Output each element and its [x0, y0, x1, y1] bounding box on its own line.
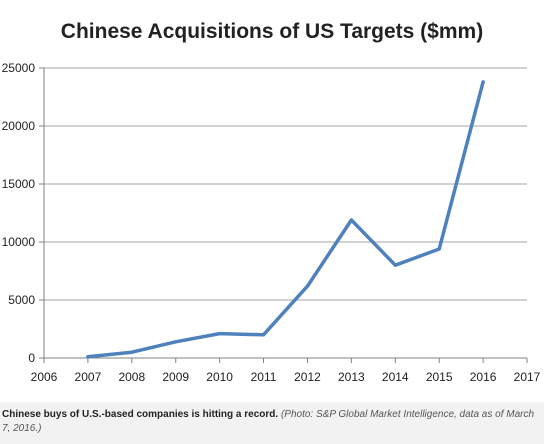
y-tick-label: 25000: [2, 61, 36, 75]
gridlines: [44, 67, 527, 301]
data-point: [218, 332, 222, 336]
line-chart: Chinese Acquisitions of US Targets ($mm)…: [2, 20, 541, 384]
y-tick-label: 20000: [2, 119, 36, 133]
y-tick-label: 0: [28, 351, 35, 365]
y-tick-label: 5000: [8, 293, 35, 307]
caption-credit: (Photo: S&P Global Market Intelligence, …: [2, 409, 535, 434]
chart-title: Chinese Acquisitions of US Targets ($mm): [61, 20, 483, 43]
data-point: [261, 333, 266, 337]
data-point: [349, 218, 353, 222]
x-tick-label: 2017: [514, 370, 541, 384]
series-line-0: [86, 80, 485, 359]
data-point: [437, 247, 441, 251]
x-tick-label: 2006: [31, 370, 58, 384]
series-layer: [86, 80, 485, 359]
data-point: [481, 80, 485, 84]
x-tick-label: 2015: [426, 370, 453, 384]
y-tick-label: 10000: [2, 235, 36, 249]
data-point: [86, 355, 90, 359]
tick-labels: 0 5000 10000 15000 20000 25000 2006 2007 2008 200…: [2, 61, 541, 384]
y-tick-label: 15000: [2, 177, 36, 191]
caption-main: Chinese buys of U.S.-based companies is …: [2, 409, 279, 420]
x-tick-label: 2016: [470, 370, 497, 384]
axes: [39, 67, 528, 363]
x-tick-label: 2007: [75, 370, 102, 384]
x-tick-label: 2009: [162, 370, 189, 384]
x-tick-label: 2013: [338, 370, 365, 384]
data-point: [174, 340, 178, 344]
data-point: [305, 284, 310, 288]
photo-caption: Chinese buys of U.S.-based companies is …: [0, 402, 544, 444]
chart: Chinese Acquisitions of US Targets ($mm)…: [2, 20, 541, 384]
x-tick-label: 2010: [206, 370, 233, 384]
x-tick-label: 2012: [294, 370, 321, 384]
x-tick-label: 2008: [118, 370, 145, 384]
x-tick-label: 2014: [382, 370, 409, 384]
data-point: [393, 263, 397, 267]
x-tick-label: 2011: [251, 370, 277, 384]
data-point: [130, 350, 134, 354]
